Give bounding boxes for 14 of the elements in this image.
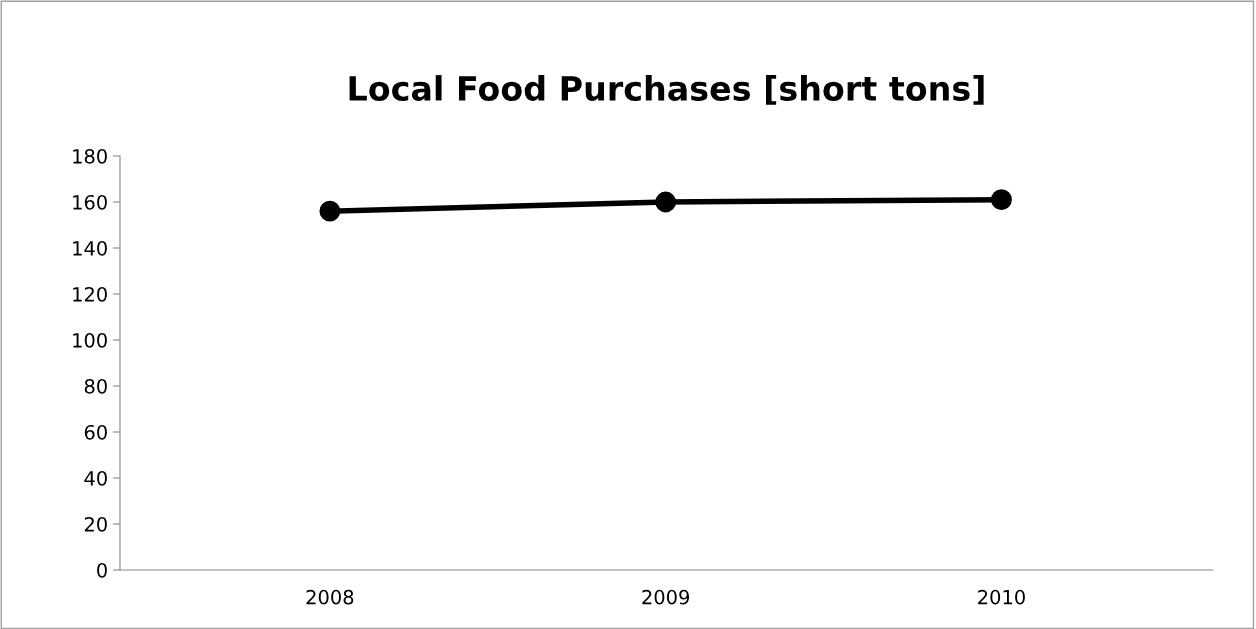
y-tick-label: 140 (73, 240, 107, 256)
y-tick-label: 20 (84, 516, 107, 532)
chart-title: Local Food Purchases [short tons] (349, 75, 984, 105)
x-tick-label: 2008 (306, 589, 354, 605)
y-tick-label: 80 (84, 378, 107, 394)
y-tick-label: 100 (73, 332, 107, 348)
x-tick-label: 2009 (642, 589, 690, 605)
y-tick-label: 0 (97, 562, 107, 578)
y-tick-label: 180 (73, 148, 107, 164)
y-tick-label: 160 (73, 194, 107, 210)
y-tick-label: 60 (84, 424, 107, 440)
x-tick-label: 2010 (978, 589, 1025, 605)
y-tick-label: 40 (84, 470, 107, 486)
y-tick-label: 120 (73, 286, 107, 302)
